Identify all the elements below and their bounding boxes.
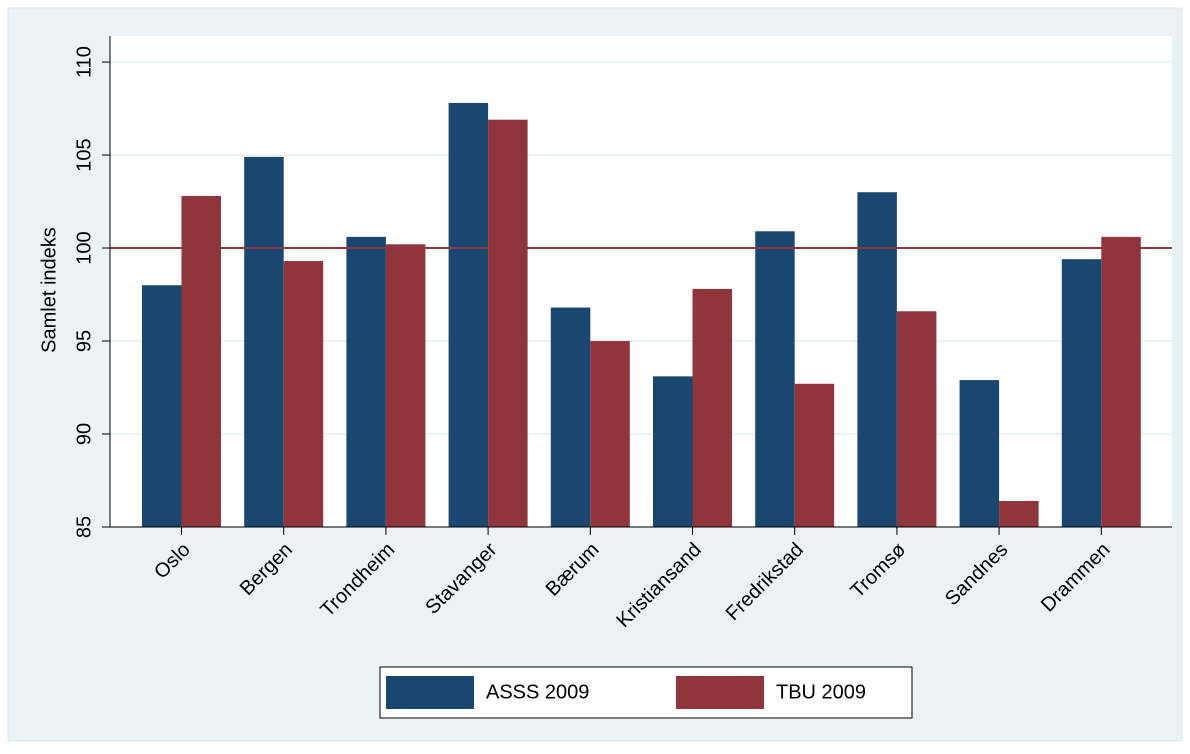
bar <box>283 261 324 527</box>
y-tick-label: 95 <box>73 330 95 352</box>
bar <box>346 236 386 527</box>
y-tick-label: 105 <box>73 138 95 171</box>
bar <box>857 192 897 527</box>
bar <box>181 195 221 528</box>
bar <box>896 311 937 527</box>
bar <box>794 383 835 527</box>
legend-swatch <box>676 676 764 709</box>
legend-swatch <box>386 676 474 709</box>
bar <box>385 244 426 527</box>
y-axis-title: Samlet indeks <box>38 227 60 353</box>
bar <box>653 376 693 527</box>
bar <box>448 102 489 528</box>
bar <box>244 156 284 528</box>
y-tick-label: 110 <box>73 46 95 78</box>
legend-label: TBU 2009 <box>776 681 866 703</box>
y-tick-label: 90 <box>73 423 95 445</box>
bar <box>488 119 528 528</box>
bar <box>142 285 182 527</box>
legend-label: ASSS 2009 <box>486 681 589 703</box>
bar <box>999 500 1039 527</box>
bar <box>755 231 795 527</box>
y-tick-label: 85 <box>73 516 95 538</box>
bar <box>550 307 591 527</box>
bar <box>1101 236 1141 527</box>
bar <box>959 380 1000 527</box>
y-tick-label: 100 <box>73 231 95 264</box>
bar <box>590 341 630 527</box>
bar <box>1061 259 1102 527</box>
bar <box>692 288 732 527</box>
